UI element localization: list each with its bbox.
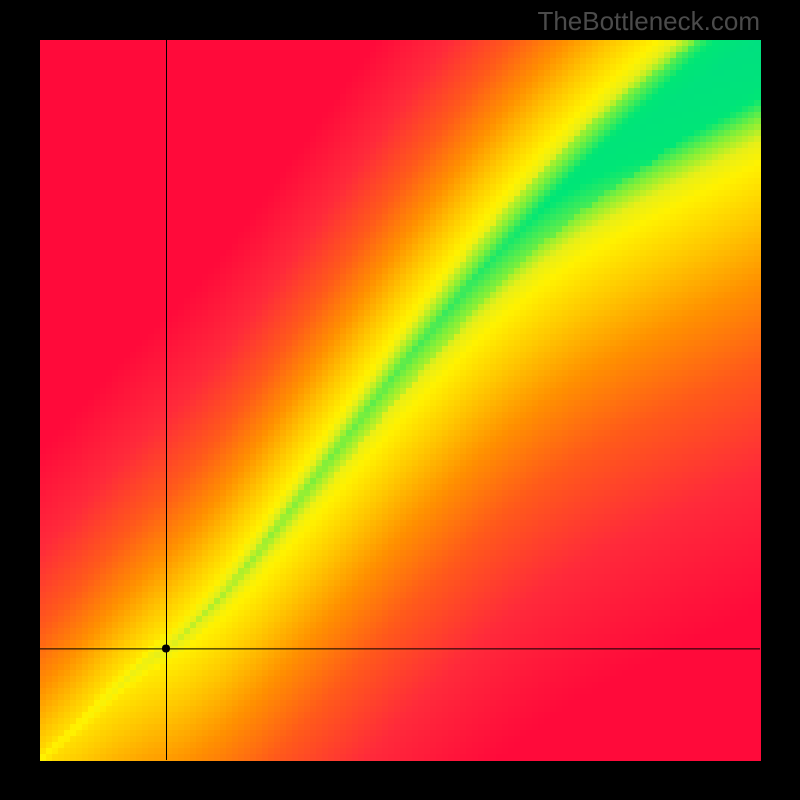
watermark-text: TheBottleneck.com <box>537 6 760 37</box>
bottleneck-heatmap <box>0 0 800 800</box>
chart-container: TheBottleneck.com <box>0 0 800 800</box>
